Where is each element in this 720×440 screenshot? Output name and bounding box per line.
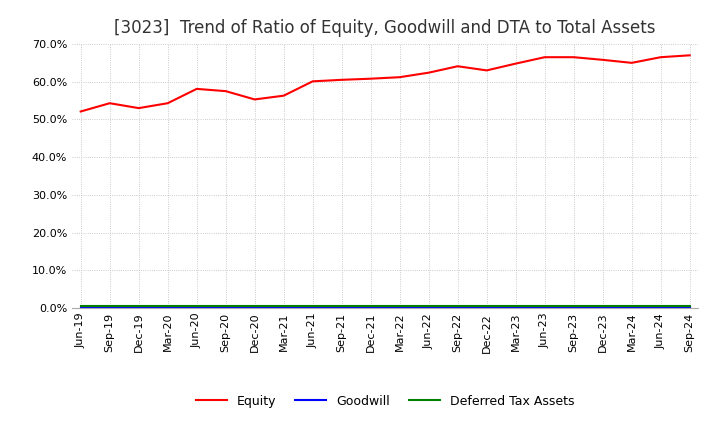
Equity bbox=[454, 64, 462, 69]
Goodwill bbox=[657, 304, 665, 310]
Goodwill bbox=[598, 304, 607, 310]
Equity bbox=[366, 76, 375, 81]
Deferred Tax Assets bbox=[279, 303, 288, 308]
Equity bbox=[541, 55, 549, 60]
Equity bbox=[192, 86, 201, 92]
Deferred Tax Assets bbox=[570, 303, 578, 308]
Goodwill bbox=[163, 304, 172, 310]
Goodwill bbox=[366, 304, 375, 310]
Deferred Tax Assets bbox=[511, 303, 520, 308]
Equity bbox=[511, 61, 520, 66]
Equity bbox=[251, 97, 259, 102]
Goodwill bbox=[192, 304, 201, 310]
Goodwill bbox=[221, 304, 230, 310]
Equity bbox=[685, 53, 694, 58]
Goodwill bbox=[627, 304, 636, 310]
Deferred Tax Assets bbox=[76, 303, 85, 308]
Equity bbox=[105, 101, 114, 106]
Goodwill bbox=[135, 304, 143, 310]
Line: Equity: Equity bbox=[81, 55, 690, 111]
Goodwill bbox=[424, 304, 433, 310]
Deferred Tax Assets bbox=[163, 303, 172, 308]
Goodwill bbox=[395, 304, 404, 310]
Goodwill bbox=[685, 304, 694, 310]
Goodwill bbox=[541, 304, 549, 310]
Goodwill bbox=[105, 304, 114, 310]
Deferred Tax Assets bbox=[454, 303, 462, 308]
Deferred Tax Assets bbox=[541, 303, 549, 308]
Deferred Tax Assets bbox=[598, 303, 607, 308]
Equity bbox=[482, 68, 491, 73]
Deferred Tax Assets bbox=[338, 303, 346, 308]
Deferred Tax Assets bbox=[482, 303, 491, 308]
Legend: Equity, Goodwill, Deferred Tax Assets: Equity, Goodwill, Deferred Tax Assets bbox=[191, 390, 580, 413]
Equity bbox=[308, 79, 317, 84]
Deferred Tax Assets bbox=[221, 303, 230, 308]
Goodwill bbox=[454, 304, 462, 310]
Equity bbox=[279, 93, 288, 98]
Deferred Tax Assets bbox=[251, 303, 259, 308]
Equity bbox=[76, 109, 85, 114]
Title: [3023]  Trend of Ratio of Equity, Goodwill and DTA to Total Assets: [3023] Trend of Ratio of Equity, Goodwil… bbox=[114, 19, 656, 37]
Deferred Tax Assets bbox=[366, 303, 375, 308]
Goodwill bbox=[308, 304, 317, 310]
Equity bbox=[598, 57, 607, 62]
Deferred Tax Assets bbox=[627, 303, 636, 308]
Goodwill bbox=[482, 304, 491, 310]
Goodwill bbox=[251, 304, 259, 310]
Deferred Tax Assets bbox=[308, 303, 317, 308]
Deferred Tax Assets bbox=[424, 303, 433, 308]
Deferred Tax Assets bbox=[105, 303, 114, 308]
Deferred Tax Assets bbox=[192, 303, 201, 308]
Goodwill bbox=[279, 304, 288, 310]
Goodwill bbox=[570, 304, 578, 310]
Deferred Tax Assets bbox=[395, 303, 404, 308]
Deferred Tax Assets bbox=[135, 303, 143, 308]
Goodwill bbox=[338, 304, 346, 310]
Equity bbox=[221, 88, 230, 94]
Equity bbox=[627, 60, 636, 66]
Equity bbox=[657, 55, 665, 60]
Equity bbox=[570, 55, 578, 60]
Equity bbox=[135, 106, 143, 111]
Deferred Tax Assets bbox=[657, 303, 665, 308]
Deferred Tax Assets bbox=[685, 303, 694, 308]
Goodwill bbox=[76, 304, 85, 310]
Equity bbox=[338, 77, 346, 82]
Equity bbox=[424, 70, 433, 75]
Goodwill bbox=[511, 304, 520, 310]
Equity bbox=[395, 74, 404, 80]
Equity bbox=[163, 101, 172, 106]
